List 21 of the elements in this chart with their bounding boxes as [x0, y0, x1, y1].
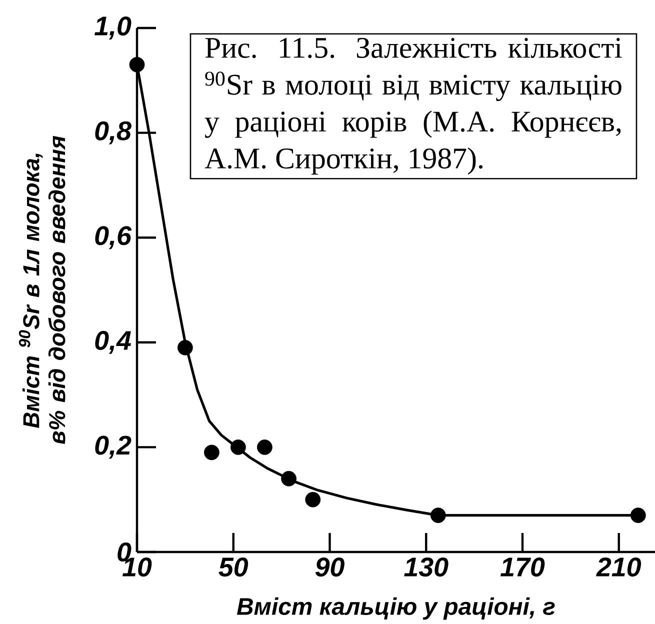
x-tick-label: 210 — [596, 558, 642, 577]
x-tick-label: 90 — [315, 558, 344, 577]
y-tick-label: 0,8 — [95, 121, 132, 144]
x-tick-label: 170 — [500, 558, 545, 577]
x-tick-label: 50 — [218, 558, 248, 577]
point — [230, 440, 246, 455]
y-tick-label: 0,4 — [95, 330, 132, 354]
point — [204, 444, 220, 460]
x-axis-title: Вміст кальцію у раціоні, г — [236, 597, 555, 620]
point — [177, 340, 193, 356]
point — [430, 508, 446, 524]
point — [281, 470, 296, 486]
y-tick-label: 0,2 — [95, 436, 132, 459]
x-tick-label: 130 — [404, 558, 448, 577]
point — [129, 56, 145, 72]
point — [630, 508, 646, 524]
y-tick-label: 1,0 — [94, 16, 132, 40]
y-tick-label: 0,6 — [95, 226, 132, 250]
point — [305, 492, 321, 508]
annotation: Рис. 11.5. Залежність кількості $^{90}$Sr в молоці від вмісту кальцію у раціоні корів (М.А. Корнєєв, А.М. Сироткін, 1987). — [204, 38, 622, 175]
point — [256, 440, 272, 455]
